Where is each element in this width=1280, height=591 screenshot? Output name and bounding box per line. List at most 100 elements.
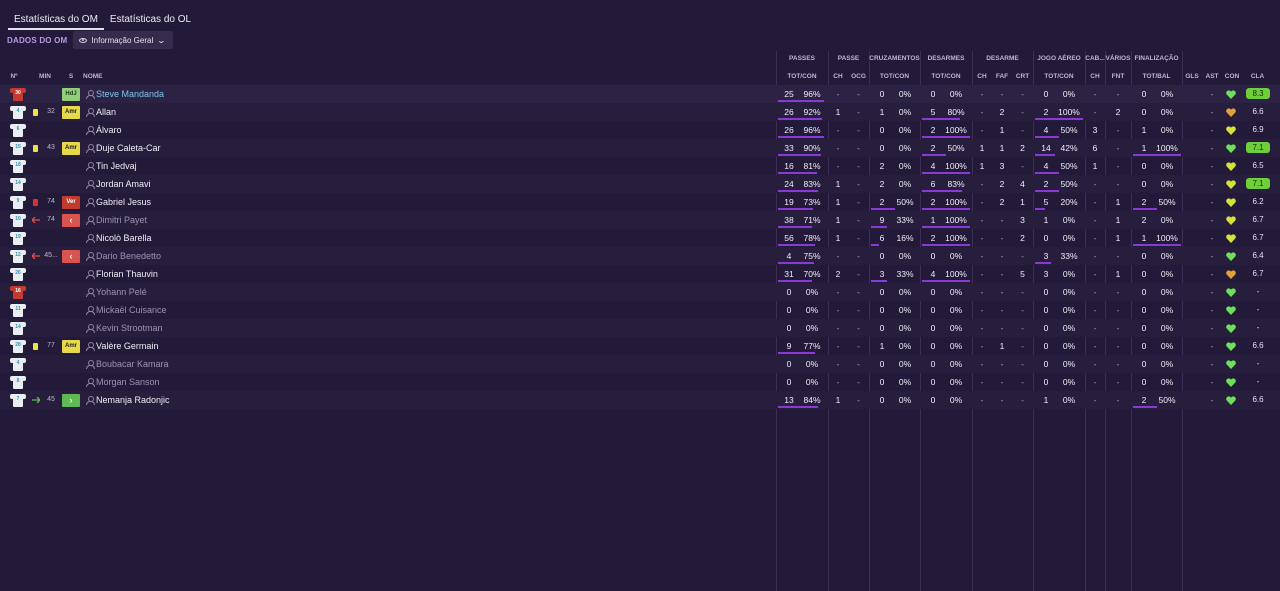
view-select[interactable]: Informação Geral ⌄: [73, 31, 173, 49]
stat-cell: -: [857, 305, 860, 315]
column-header[interactable]: CH: [833, 73, 843, 80]
player-name[interactable]: Morgan Sanson: [96, 377, 160, 387]
column-header[interactable]: FAF: [995, 73, 1009, 80]
table-row[interactable]: 4 Boubacar Kamara 0 0% - - 0 0% 0 0% - - - 0 0% - - 0 0% - -: [0, 355, 1280, 373]
stat-cell: 50%: [947, 143, 965, 153]
stat-cell: 0: [1141, 323, 1147, 333]
stat-cell: -: [857, 125, 860, 135]
success-bar: [1035, 136, 1059, 138]
table-row[interactable]: 26 Florian Thauvin 31 70% 2-3 33% 4 100% - -5 3 0% -…: [0, 265, 1280, 283]
stat-cell: 0: [879, 377, 885, 387]
table-row[interactable]: 16 Yohann Pelé 0 0% - - 0 0% 0 0% - - - 0 0% - - 0 0% - -: [0, 283, 1280, 301]
player-name[interactable]: Valère Germain: [96, 341, 159, 351]
player-name[interactable]: Steve Mandanda: [96, 89, 165, 99]
stat-cell: 33%: [1060, 251, 1078, 261]
column-header[interactable]: FNT: [1111, 73, 1125, 80]
table-row[interactable]: 10 74 ‹ Dimitri Payet 38 71% 1 - 9 33% 1 100% - - 3 1 0%…: [0, 211, 1280, 229]
person-icon: [86, 216, 95, 225]
player-name[interactable]: Boubacar Kamara: [96, 359, 169, 369]
stat-cell: 0%: [898, 395, 912, 405]
group-header[interactable]: CAB...: [1085, 55, 1105, 62]
player-name[interactable]: Yohann Pelé: [96, 287, 147, 297]
column-header[interactable]: CON: [1224, 73, 1240, 80]
tab-om-stats[interactable]: Estatísticas do OM: [8, 8, 104, 30]
column-header[interactable]: NOME: [83, 73, 103, 80]
group-header[interactable]: PASSES: [789, 55, 815, 62]
group-header[interactable]: DESARME: [986, 55, 1019, 62]
table-row[interactable]: 28 77 Amr Valère Germain 9 77% - - 1 0% 0 0% - 1 - 0 0% -…: [0, 337, 1280, 355]
table-row[interactable]: 15 43 Amr Duje Caleta-Car 33 90% - - 0 0% 2 50% 1 1 2 1…: [0, 139, 1280, 157]
minute-value: 74: [47, 198, 55, 205]
group-header[interactable]: JOGO AÉREO: [1037, 55, 1081, 62]
column-header[interactable]: CLA: [1250, 73, 1265, 80]
player-name[interactable]: Jordan Amavi: [96, 179, 151, 189]
success-bar: [1035, 190, 1059, 192]
column-header[interactable]: TOT/CON: [1044, 73, 1074, 80]
column-header[interactable]: TOT/BAL: [1142, 73, 1171, 80]
stat-cell: 0: [786, 305, 792, 315]
stat-cell: 0%: [1160, 269, 1174, 279]
stat-cell: -: [1116, 89, 1120, 99]
table-row[interactable]: 6 Álvaro 26 96% - - 0 0% 2 100% - 1 - 4 50% 3 - 1 0% - 6.9: [0, 121, 1280, 139]
player-name[interactable]: Dario Benedetto: [96, 251, 162, 261]
column-header[interactable]: CRT: [1015, 73, 1030, 80]
stat-cell: -: [1093, 107, 1097, 117]
heart-icon: [1226, 360, 1236, 369]
column-header[interactable]: CH: [977, 73, 987, 80]
stat-cell: 0: [930, 305, 936, 315]
group-header[interactable]: VÁRIOS: [1105, 55, 1131, 62]
player-name[interactable]: Mickaël Cuisance: [96, 305, 167, 315]
shirt-number: 14: [15, 324, 21, 330]
stat-cell: 0: [786, 377, 792, 387]
stat-cell: 0%: [1160, 161, 1174, 171]
tab-ol-stats[interactable]: Estatísticas do OL: [109, 14, 192, 25]
table-row[interactable]: 30 HdJ Steve Mandanda 25 96% - - 0 0% 0 0% - - - 0 0% - -…: [0, 85, 1280, 103]
table-row[interactable]: 11 Mickaël Cuisance 0 0% - - 0 0% 0 0% - - - 0 0% - - 0 0%…: [0, 301, 1280, 319]
column-header[interactable]: S: [68, 73, 74, 80]
stat-cell: 6: [1092, 143, 1098, 153]
table-row[interactable]: 8 Morgan Sanson 0 0% - - 0 0% 0 0% - - - 0 0% - - 0 0% - -: [0, 373, 1280, 391]
stat-cell: 0%: [1160, 89, 1174, 99]
shirt-icon: 30: [10, 86, 26, 102]
column-header[interactable]: OCG: [851, 73, 866, 80]
group-header[interactable]: DESARMES: [927, 55, 965, 62]
group-header[interactable]: FINALIZAÇÃO: [1134, 55, 1179, 62]
player-name[interactable]: Duje Caleta-Car: [96, 143, 161, 153]
table-row[interactable]: 19 Nicolò Barella 56 78% 1 - 6 16% 2 100% - - 2 0 0% - 1…: [0, 229, 1280, 247]
column-header[interactable]: CH: [1090, 73, 1100, 80]
table-row[interactable]: 18 Tin Jedvaj 16 81% - - 2 0% 4 100% 1 3 - 4 50% 1 - 0 0% -…: [0, 157, 1280, 175]
column-header[interactable]: AST: [1205, 73, 1219, 80]
player-name[interactable]: Allan: [96, 107, 117, 117]
person-icon: [86, 342, 95, 351]
column-header[interactable]: TOT/CON: [879, 73, 910, 80]
player-name[interactable]: Tin Jedvaj: [96, 161, 137, 171]
group-header[interactable]: CRUZAMENTOS: [869, 55, 920, 62]
stat-cell: -: [1210, 251, 1214, 261]
column-header[interactable]: GLS: [1185, 73, 1199, 80]
table-row[interactable]: 12 45... ‹ Dario Benedetto 4 75% - -0 0% 0 0% - - -3 3…: [0, 247, 1280, 265]
column-header[interactable]: TOT/CON: [931, 73, 961, 80]
player-name[interactable]: Nemanja Radonjic: [96, 395, 170, 405]
player-name[interactable]: Kevin Strootman: [96, 323, 163, 333]
table-row[interactable]: 4 32 Amr Allan 26 92% 1 - 1 0% 5 80% - 2 - 2 100% - 2 0 0% - 6…: [0, 103, 1280, 121]
player-name[interactable]: Nicolò Barella: [96, 233, 152, 243]
column-header[interactable]: Nº: [10, 73, 18, 80]
table-row[interactable]: 14 Kevin Strootman 0 0% - - 0 0% 0 0% - - - 0 0% - - 0 0% -…: [0, 319, 1280, 337]
table-row[interactable]: 9 74 Ver Gabriel Jesus 19 73% 1 - 2 50% 2 100% - 2 1 5 2…: [0, 193, 1280, 211]
stat-cell: 2: [930, 125, 936, 135]
stat-cell: 80%: [947, 107, 965, 117]
player-name[interactable]: Dimitri Payet: [96, 215, 148, 225]
table-row[interactable]: 14 Jordan Amavi 24 83% 1-2 0% 6 83% -2 4 2 50% - -0 0%…: [0, 175, 1280, 193]
player-name[interactable]: Gabriel Jesus: [96, 197, 152, 207]
stat-cell: -: [857, 89, 860, 99]
group-header[interactable]: PASSE: [837, 55, 860, 62]
stat-cell: 96%: [803, 89, 821, 99]
column-header[interactable]: MIN: [39, 73, 51, 80]
player-name[interactable]: Álvaro: [96, 125, 122, 135]
player-name[interactable]: Florian Thauvin: [96, 269, 158, 279]
column-header[interactable]: TOT/CON: [787, 73, 817, 80]
table-row[interactable]: 7 45 › Nemanja Radonjic 13 84% 1 - 0 0% 0 0% - - - 1 0% -…: [0, 391, 1280, 409]
stat-cell: -: [857, 215, 860, 225]
success-bar: [922, 154, 946, 156]
stat-cell: 2: [1043, 107, 1049, 117]
